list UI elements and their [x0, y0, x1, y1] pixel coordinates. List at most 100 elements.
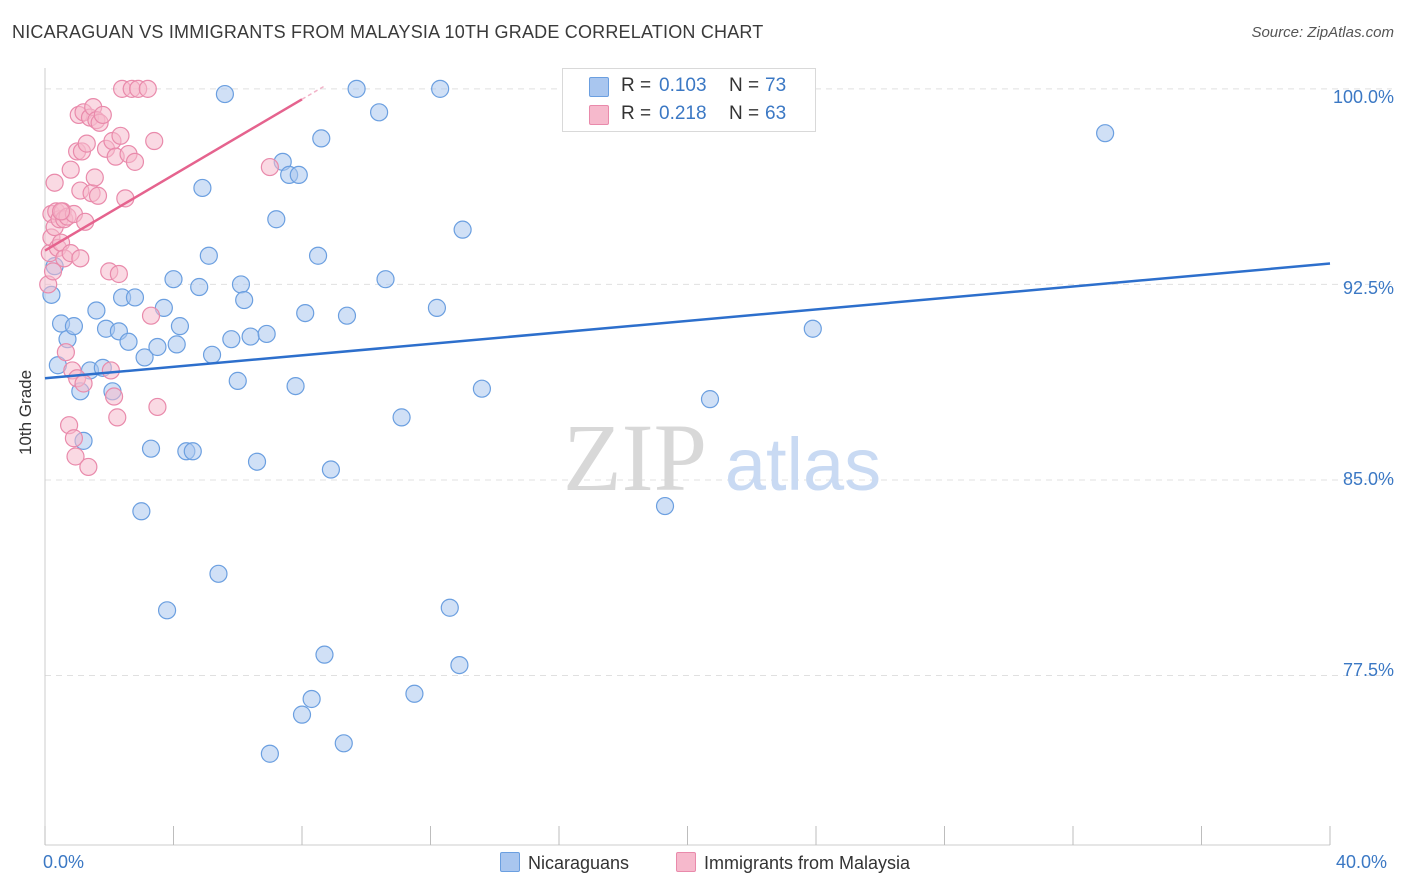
series-nicaraguans: [42, 79, 1115, 763]
data-point: [241, 327, 260, 346]
data-point: [125, 152, 145, 171]
trend-line-nicaraguans: [44, 262, 1331, 380]
y-axis-label: 10th Grade: [16, 369, 35, 455]
data-point: [101, 361, 120, 380]
data-point: [157, 601, 177, 620]
data-point: [79, 457, 98, 477]
bottom-legend-nicaraguans: Nicaraguans: [500, 852, 629, 874]
data-point: [109, 264, 128, 284]
data-point: [450, 655, 469, 675]
data-point: [302, 689, 321, 709]
data-point: [71, 249, 90, 268]
data-point: [392, 408, 411, 427]
data-point: [803, 319, 822, 338]
data-point: [66, 447, 85, 466]
trend-lines: [44, 85, 1331, 380]
data-point: [286, 377, 305, 396]
data-point: [1096, 124, 1115, 143]
data-point: [257, 324, 276, 344]
data-point: [167, 335, 186, 354]
bottom-legend-swatch-blue: [500, 852, 520, 872]
data-point: [292, 705, 312, 724]
data-point: [45, 173, 64, 192]
legend-swatch-blue: [589, 77, 609, 97]
legend-n-value: 73: [765, 75, 787, 96]
legend-r-label: R =: [621, 103, 652, 124]
watermark-zip: ZIP: [563, 404, 707, 511]
data-point: [88, 186, 108, 205]
data-point: [347, 79, 366, 98]
grid-lines: [45, 88, 1392, 677]
data-point: [170, 317, 190, 336]
data-point: [104, 387, 124, 406]
y-tick-label: 100.0%: [1332, 87, 1394, 107]
legend-n-value: 63: [765, 103, 787, 124]
data-point: [74, 374, 93, 393]
data-point: [148, 337, 167, 357]
data-point: [135, 348, 154, 367]
data-point: [132, 502, 151, 521]
data-point: [93, 105, 112, 125]
data-point: [215, 84, 234, 104]
data-point: [289, 165, 308, 185]
data-point: [190, 277, 209, 297]
data-point: [222, 330, 241, 349]
data-point: [202, 345, 222, 364]
data-point: [141, 439, 161, 458]
legend-r-label: R =: [621, 75, 652, 96]
data-point: [260, 744, 279, 763]
data-point: [321, 460, 341, 479]
data-point: [427, 298, 447, 317]
data-point: [43, 262, 63, 281]
data-point: [51, 202, 71, 221]
data-point: [183, 442, 202, 461]
bottom-legend-swatch-pink: [676, 852, 696, 872]
legend-n-label: N =: [729, 75, 760, 96]
data-point: [77, 134, 96, 153]
bottom-legend-label: Immigrants from Malaysia: [704, 853, 911, 873]
data-point: [231, 275, 251, 294]
data-point: [145, 131, 164, 151]
data-point: [235, 290, 254, 310]
data-point: [111, 126, 130, 145]
x-tick-label-max: 40.0%: [1336, 852, 1388, 872]
chart-title: NICARAGUAN VS IMMIGRANTS FROM MALAYSIA 1…: [12, 22, 764, 42]
legend-row-malaysia: R = 0.218 N = 63: [563, 101, 815, 127]
data-point: [64, 429, 84, 448]
data-point: [312, 129, 331, 148]
data-point: [64, 317, 84, 336]
data-point: [700, 390, 720, 409]
axes: [44, 68, 1331, 846]
data-point: [85, 168, 104, 187]
data-point: [296, 303, 315, 323]
y-tick-label: 77.5%: [1342, 660, 1394, 680]
data-point: [141, 306, 161, 325]
data-point: [453, 220, 472, 239]
data-point: [87, 301, 106, 320]
data-point: [119, 332, 138, 351]
watermark: ZIP atlas: [563, 404, 881, 511]
legend-r-value: 0.103: [659, 75, 707, 96]
y-tick-label: 92.5%: [1342, 278, 1394, 298]
data-point: [370, 103, 389, 122]
source-label: Source: ZipAtlas.com: [1251, 24, 1394, 41]
bottom-legend-malaysia: Immigrants from Malaysia: [676, 852, 910, 874]
y-tick-label: 85.0%: [1342, 469, 1394, 489]
correlation-legend: R = 0.103 N = 73 R = 0.218 N = 63: [562, 68, 816, 132]
data-point: [267, 210, 286, 229]
data-point: [56, 343, 75, 362]
data-point: [209, 564, 228, 583]
data-point: [199, 246, 218, 265]
legend-n-label: N =: [729, 103, 760, 124]
x-tick-label-min: 0.0%: [43, 852, 85, 872]
data-point: [125, 288, 145, 307]
data-point: [337, 306, 357, 325]
data-point: [315, 645, 334, 664]
data-point: [376, 270, 395, 289]
data-point: [440, 598, 459, 617]
data-point: [193, 178, 212, 198]
data-point: [655, 496, 675, 516]
data-point: [472, 379, 491, 398]
series-malaysia: [39, 79, 279, 477]
